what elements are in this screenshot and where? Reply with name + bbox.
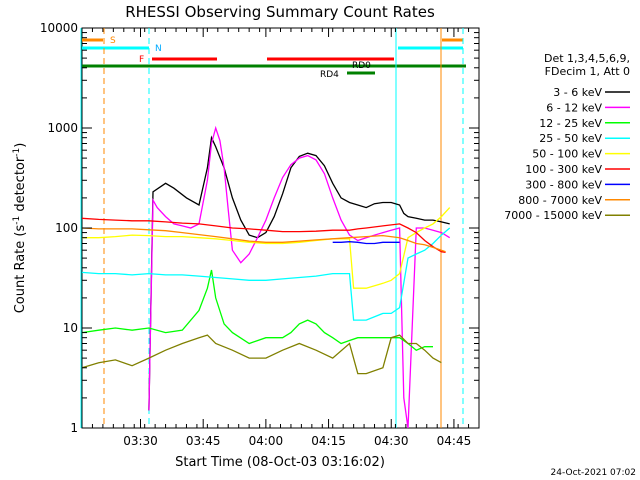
y-axis: 1 10 100 1000 10000 (40, 21, 479, 435)
legend-label-7: 800 - 7000 keV (518, 194, 602, 207)
timestamp: 24-Oct-2021 07:02 (551, 468, 636, 478)
legend-label-0: 3 - 6 keV (553, 86, 602, 99)
series-line-3 (81, 227, 451, 321)
y-tick-label: 1000 (47, 121, 78, 135)
series-line-4 (82, 207, 451, 289)
x-tick-label: 03:30 (123, 434, 158, 448)
y-axis-label: Count Rate (s-1 detector-1) (12, 143, 28, 314)
marker-label-rd4: RD4 (320, 70, 339, 80)
y-tick-label: 100 (55, 221, 78, 235)
legend-header-1: Det 1,3,4,5,6,9, (544, 52, 630, 65)
legend-label-2: 12 - 25 keV (539, 117, 602, 130)
status-bars (82, 38, 466, 75)
series-line-5 (81, 217, 446, 254)
y-tick-label: 10 (63, 321, 78, 335)
series-line-7 (81, 227, 446, 253)
marker-label-f: F (139, 55, 144, 65)
series-line-0 (148, 135, 450, 411)
legend-label-5: 100 - 300 keV (525, 163, 602, 176)
legend-label-4: 50 - 100 keV (532, 148, 602, 161)
x-tick-label: 04:30 (374, 434, 409, 448)
x-tick-label: 04:15 (311, 434, 346, 448)
y-tick-label: 10000 (40, 21, 78, 35)
series-line-8 (81, 334, 442, 375)
legend-label-3: 25 - 50 keV (539, 132, 602, 145)
series-line-1 (148, 125, 451, 429)
legend: Det 1,3,4,5,6,9, FDecim 1, Att 0 3 - 6 k… (504, 52, 630, 222)
marker-label-s: S (110, 36, 116, 46)
chart-title: RHESSI Observing Summary Count Rates (125, 3, 435, 21)
series-line-6 (332, 241, 400, 245)
y-axis-label-main: Count Rate (s (13, 225, 28, 314)
x-axis-label: Start Time (08-Oct-03 03:16:02) (175, 455, 385, 470)
vertical-lines (80, 28, 464, 428)
y-axis-label-sup1: -1 (12, 216, 22, 225)
x-tick-label: 03:45 (186, 434, 221, 448)
x-tick-label: 04:45 (437, 434, 472, 448)
legend-label-1: 6 - 12 keV (546, 101, 602, 114)
marker-label-n: N (155, 44, 162, 54)
legend-label-6: 300 - 800 keV (525, 178, 602, 191)
y-axis-label-sup2: -1 (12, 148, 22, 157)
y-axis-label-end: ) (13, 143, 28, 148)
series-layer (81, 125, 451, 429)
y-tick-label: 1 (70, 421, 78, 435)
legend-label-8: 7000 - 15000 keV (504, 209, 602, 222)
marker-label-rd0: RD0 (352, 61, 371, 71)
x-axis: 03:30 03:45 04:00 04:15 04:30 04:45 (81, 28, 480, 448)
status-labels: S N F RD0 RD4 (110, 36, 371, 80)
x-tick-label: 04:00 (249, 434, 284, 448)
series-line-2 (81, 269, 433, 351)
legend-header-2: FDecim 1, Att 0 (545, 65, 630, 78)
y-axis-label-mid: detector (13, 156, 28, 216)
